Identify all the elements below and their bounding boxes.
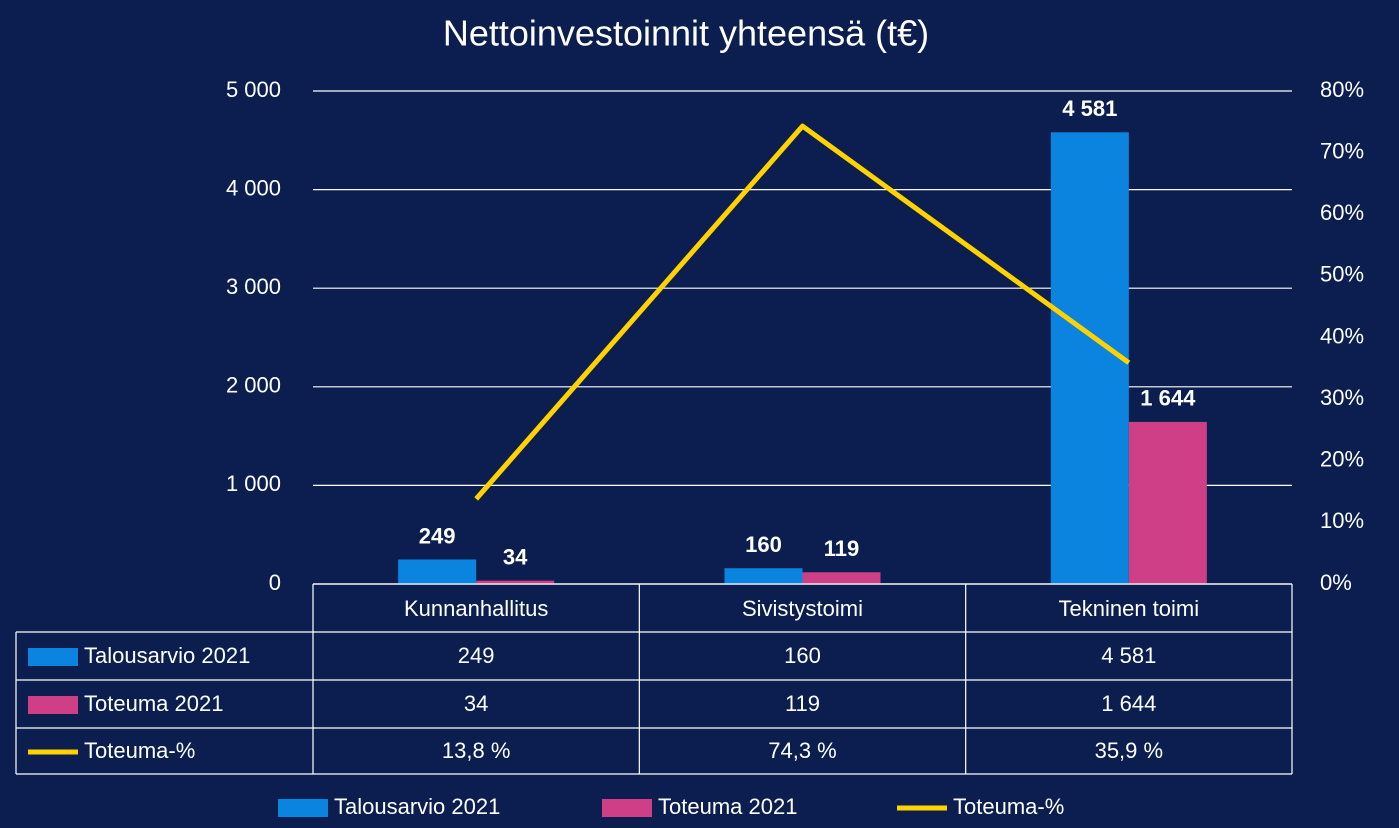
line-series: [474, 123, 1131, 501]
table-cell: 35,9 %: [1095, 738, 1164, 763]
table-cell: 4 581: [1101, 643, 1156, 668]
table-legend-key: [28, 696, 78, 714]
table-cell: 119: [785, 691, 820, 716]
y2-tick-label: 0%: [1320, 570, 1352, 595]
table-cell: 13,8 %: [442, 738, 511, 763]
table-legend-key: [28, 648, 78, 666]
y2-tick-label: 70%: [1320, 138, 1364, 163]
bar: [802, 572, 881, 584]
table-row-label: Toteuma 2021: [84, 691, 223, 716]
y2-tick-label: 50%: [1320, 262, 1364, 287]
x-tick-label: Sivistystoimi: [742, 596, 863, 621]
bar: [1050, 132, 1129, 584]
y-tick-label: 0: [269, 570, 281, 595]
x-tick-label: Tekninen toimi: [1059, 596, 1200, 621]
y2-tick-label: 30%: [1320, 385, 1364, 410]
table-cell: 160: [784, 643, 821, 668]
bar: [1128, 421, 1207, 584]
x-tick-label: Kunnanhallitus: [404, 596, 548, 621]
table-cell: 74,3 %: [768, 738, 837, 763]
bar: [724, 568, 803, 584]
data-label: 4 581: [1062, 96, 1117, 121]
bar: [476, 580, 555, 584]
data-label: 1 644: [1140, 386, 1196, 411]
bar: [398, 559, 477, 584]
table-cell: 1 644: [1101, 691, 1156, 716]
y-tick-label: 4 000: [226, 175, 281, 200]
legend-label: Toteuma-%: [953, 794, 1064, 819]
y2-tick-label: 80%: [1320, 77, 1364, 102]
data-label: 34: [503, 544, 528, 569]
y2-tick-label: 20%: [1320, 447, 1364, 472]
y2-tick-label: 10%: [1320, 508, 1364, 533]
table-cell: 34: [464, 691, 488, 716]
chart-title: Nettoinvestoinnit yhteensä (t€): [443, 13, 929, 54]
y2-tick-label: 40%: [1320, 323, 1364, 348]
data-label: 119: [824, 536, 860, 561]
data-label: 160: [745, 532, 782, 557]
y-tick-label: 2 000: [226, 373, 281, 398]
legend-label: Toteuma 2021: [658, 794, 797, 819]
y-tick-label: 3 000: [226, 274, 281, 299]
data-label: 249: [419, 523, 456, 548]
y2-tick-label: 60%: [1320, 200, 1364, 225]
legend-key: [278, 799, 328, 817]
legend-key: [602, 799, 652, 817]
table-cell: 249: [458, 643, 495, 668]
y-tick-label: 1 000: [226, 471, 281, 496]
y-tick-label: 5 000: [226, 77, 281, 102]
table-row-label: Toteuma-%: [84, 738, 195, 763]
legend-label: Talousarvio 2021: [334, 794, 500, 819]
table-row-label: Talousarvio 2021: [84, 643, 250, 668]
